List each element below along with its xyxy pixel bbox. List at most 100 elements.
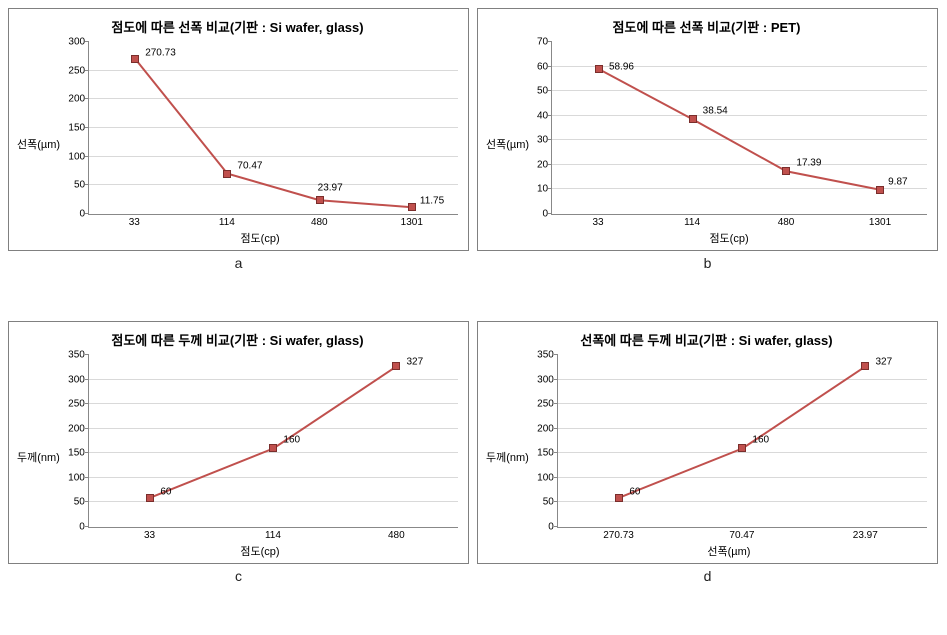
panel-caption: a — [235, 255, 243, 271]
chart-grid: 점도에 따른 선폭 비교(기판 : Si wafer, glass) 선폭(µm… — [8, 8, 938, 626]
data-marker — [392, 362, 400, 370]
data-label: 327 — [875, 357, 892, 368]
y-tick-label: 150 — [537, 448, 554, 459]
y-tick-label: 0 — [548, 522, 554, 533]
x-axis-ticks: 331144801301 — [551, 217, 927, 228]
chart-body: 선폭(µm) 01020304050607058.9638.5417.399.8… — [486, 42, 927, 246]
data-marker — [595, 65, 603, 73]
chart-title: 점도에 따른 선폭 비교(기판 : PET) — [486, 17, 927, 36]
data-marker — [146, 494, 154, 502]
y-axis-label: 선폭(µm) — [486, 136, 529, 152]
data-marker — [876, 186, 884, 194]
cell-d: 선폭에 따른 두께 비교(기판 : Si wafer, glass) 두께(nm… — [477, 321, 938, 626]
chart-title: 선폭에 따른 두께 비교(기판 : Si wafer, glass) — [486, 330, 927, 349]
x-tick-label: 23.97 — [804, 530, 927, 541]
x-axis-label: 선폭(µm) — [531, 543, 927, 559]
y-tick-label: 50 — [537, 86, 548, 97]
x-tick-label: 33 — [551, 217, 645, 228]
data-label: 160 — [283, 435, 300, 446]
y-tick-label: 350 — [537, 350, 554, 361]
y-axis-label: 두께(nm) — [17, 449, 60, 465]
y-tick-label: 350 — [68, 350, 85, 361]
cell-a: 점도에 따른 선폭 비교(기판 : Si wafer, glass) 선폭(µm… — [8, 8, 469, 313]
data-marker — [131, 55, 139, 63]
plot-area: 01020304050607058.9638.5417.399.87 — [551, 42, 927, 215]
plot-area: 050100150200250300270.7370.4723.9711.75 — [88, 42, 458, 215]
y-tick-label: 100 — [537, 472, 554, 483]
x-tick-label: 1301 — [833, 217, 927, 228]
data-label: 38.54 — [703, 106, 728, 117]
data-marker — [408, 203, 416, 211]
data-label: 11.75 — [420, 196, 444, 207]
x-tick-label: 1301 — [366, 217, 458, 228]
y-tick-label: 250 — [68, 399, 85, 410]
y-tick-label: 250 — [537, 399, 554, 410]
chart-title: 점도에 따른 두께 비교(기판 : Si wafer, glass) — [17, 330, 458, 349]
series-svg — [89, 42, 458, 214]
plot-wrap: 050100150200250300270.7370.4723.9711.75 … — [62, 42, 458, 246]
y-tick-label: 50 — [74, 497, 85, 508]
x-axis-ticks: 270.7370.4723.97 — [557, 530, 927, 541]
data-marker — [269, 444, 277, 452]
data-label: 17.39 — [796, 158, 821, 169]
y-tick-label: 0 — [80, 209, 86, 220]
y-tick-label: 0 — [543, 209, 549, 220]
data-marker — [861, 362, 869, 370]
data-label: 58.96 — [609, 62, 634, 73]
y-tick-label: 60 — [537, 61, 548, 72]
chart-title: 점도에 따른 선폭 비교(기판 : Si wafer, glass) — [17, 17, 458, 36]
data-label: 270.73 — [145, 47, 176, 58]
panel-b: 점도에 따른 선폭 비교(기판 : PET) 선폭(µm) 0102030405… — [477, 8, 938, 251]
plot-area: 05010015020025030035060160327 — [88, 355, 458, 528]
cell-c: 점도에 따른 두께 비교(기판 : Si wafer, glass) 두께(nm… — [8, 321, 469, 626]
y-tick-label: 100 — [68, 472, 85, 483]
panel-a: 점도에 따른 선폭 비교(기판 : Si wafer, glass) 선폭(µm… — [8, 8, 469, 251]
plot-wrap: 01020304050607058.9638.5417.399.87 33114… — [531, 42, 927, 246]
x-tick-label: 480 — [273, 217, 365, 228]
y-axis-label: 두께(nm) — [486, 449, 529, 465]
y-axis-label: 선폭(µm) — [17, 136, 60, 152]
x-axis-label: 점도(cp) — [62, 543, 458, 559]
plot-area: 05010015020025030035060160327 — [557, 355, 927, 528]
y-tick-label: 150 — [68, 123, 85, 134]
y-tick-label: 50 — [74, 180, 85, 191]
x-tick-label: 114 — [645, 217, 739, 228]
x-tick-label: 270.73 — [557, 530, 680, 541]
y-tick-label: 0 — [79, 522, 85, 533]
y-tick-label: 250 — [68, 65, 85, 76]
y-tick-label: 300 — [537, 374, 554, 385]
y-tick-label: 100 — [68, 151, 85, 162]
x-axis-ticks: 33114480 — [88, 530, 458, 541]
y-tick-label: 40 — [537, 110, 548, 121]
data-marker — [615, 494, 623, 502]
data-label: 9.87 — [888, 176, 907, 187]
series-line — [135, 59, 412, 207]
x-tick-label: 114 — [211, 530, 334, 541]
panel-caption: c — [235, 568, 242, 584]
x-tick-label: 33 — [88, 217, 180, 228]
x-tick-label: 114 — [181, 217, 273, 228]
data-label: 23.97 — [318, 183, 343, 194]
chart-body: 선폭(µm) 050100150200250300270.7370.4723.9… — [17, 42, 458, 246]
y-tick-label: 70 — [537, 37, 548, 48]
series-line — [619, 366, 865, 497]
data-marker — [223, 170, 231, 178]
x-axis-label: 점도(cp) — [531, 230, 927, 246]
data-marker — [782, 167, 790, 175]
y-tick-label: 150 — [68, 448, 85, 459]
y-tick-label: 20 — [537, 159, 548, 170]
panel-caption: b — [704, 255, 712, 271]
data-label: 60 — [629, 486, 640, 497]
x-tick-label: 480 — [739, 217, 833, 228]
plot-wrap: 05010015020025030035060160327 270.7370.4… — [531, 355, 927, 559]
y-tick-label: 200 — [68, 423, 85, 434]
panel-d: 선폭에 따른 두께 비교(기판 : Si wafer, glass) 두께(nm… — [477, 321, 938, 564]
data-marker — [316, 196, 324, 204]
y-tick-label: 30 — [537, 135, 548, 146]
panel-c: 점도에 따른 두께 비교(기판 : Si wafer, glass) 두께(nm… — [8, 321, 469, 564]
x-tick-label: 480 — [335, 530, 458, 541]
y-tick-label: 300 — [68, 37, 85, 48]
plot-wrap: 05010015020025030035060160327 33114480 점… — [62, 355, 458, 559]
x-axis-ticks: 331144801301 — [88, 217, 458, 228]
panel-caption: d — [704, 568, 712, 584]
